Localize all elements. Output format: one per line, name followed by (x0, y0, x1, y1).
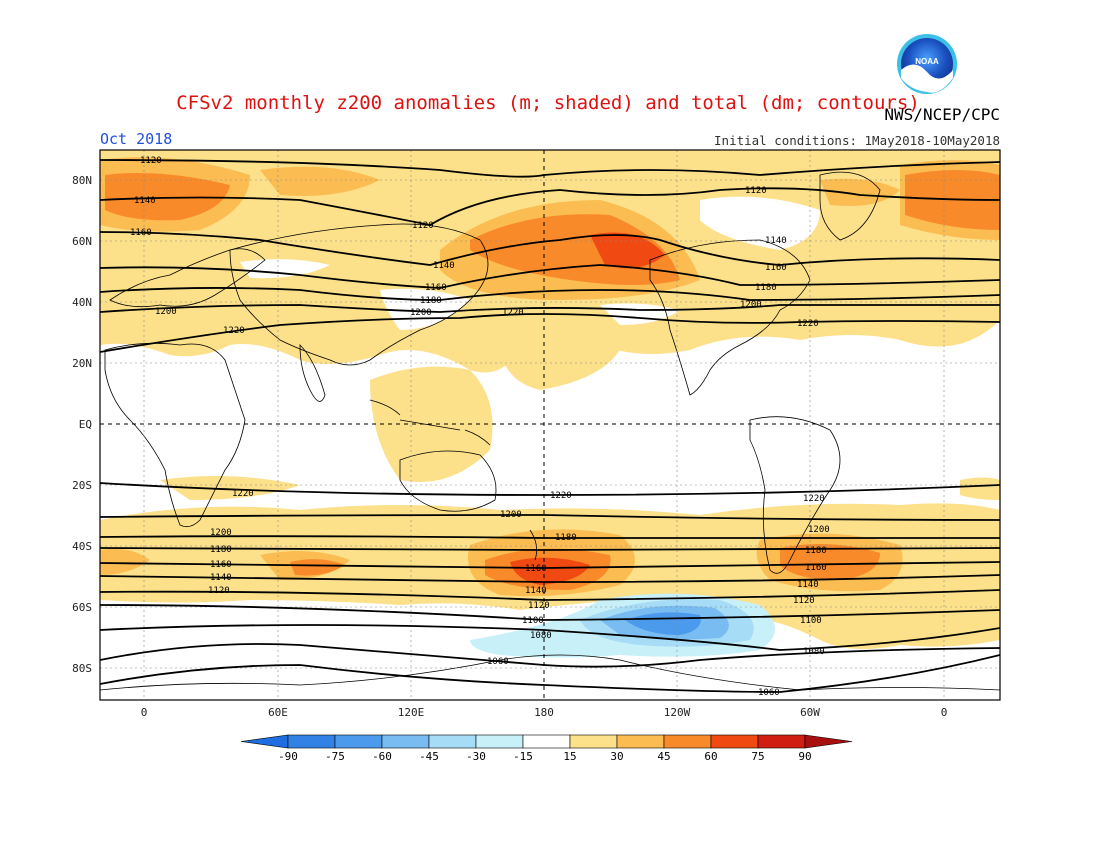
height-contours (100, 159, 1000, 693)
contour-label: 1160 (805, 563, 827, 573)
lon-label: 120W (664, 706, 691, 719)
colorbar-label: -45 (419, 750, 439, 763)
lat-label: 60N (72, 235, 92, 248)
lat-label: 40S (72, 540, 92, 553)
lon-label: 60W (800, 706, 820, 719)
contour-label: 1140 (797, 580, 819, 590)
contour-label: 1120 (793, 596, 815, 606)
colorbar-swatch (569, 734, 618, 749)
contour-label: 1120 (208, 586, 230, 596)
colorbar-swatch (287, 734, 336, 749)
colorbar-label: -90 (278, 750, 298, 763)
lon-label: 180 (534, 706, 554, 719)
contour-label: 1160 (130, 228, 152, 238)
colorbar-arrow-min (240, 734, 289, 749)
contour-label: 1180 (420, 296, 442, 306)
noaa-logo: NOAA (897, 34, 957, 94)
lat-label: 80N (72, 174, 92, 187)
contour-label: 1140 (525, 586, 547, 596)
colorbar-label: -75 (325, 750, 345, 763)
colorbar-label: 90 (798, 750, 811, 763)
agency-label: NWS/NCEP/CPC (884, 105, 1000, 124)
lon-label: 60E (268, 706, 288, 719)
colorbar-arrow-max (804, 734, 853, 749)
colorbar-label: 15 (563, 750, 576, 763)
contour-label: 1220 (502, 308, 524, 318)
colorbar-swatch (522, 734, 571, 749)
noaa-logo-text: NOAA (915, 57, 939, 66)
colorbar-label: -30 (466, 750, 486, 763)
anomaly-shading (100, 150, 1000, 658)
contour-label: 1100 (800, 616, 822, 626)
contour-label: 1120 (140, 156, 162, 166)
contour-label: 1220 (797, 319, 819, 329)
lat-label: 20N (72, 357, 92, 370)
contour-label: 1220 (803, 494, 825, 504)
contour-label: 1160 (210, 560, 232, 570)
contour-label: 1160 (765, 263, 787, 273)
contour-label: 1180 (755, 283, 777, 293)
lat-label: 60S (72, 601, 92, 614)
contour-label: 1060 (758, 688, 780, 698)
contour-label: 1080 (530, 631, 552, 641)
lon-label: 0 (941, 706, 948, 719)
contour-label: 1120 (745, 186, 767, 196)
forecast-month: Oct 2018 (100, 130, 172, 148)
lat-label: 80S (72, 662, 92, 675)
contour-label: 1180 (805, 546, 827, 556)
lat-label: 20S (72, 479, 92, 492)
colorbar-swatch (475, 734, 524, 749)
colorbar-swatch (334, 734, 383, 749)
contour-label: 1080 (803, 647, 825, 657)
contour-label: 1160 (425, 283, 447, 293)
colorbar-label: -15 (513, 750, 533, 763)
contour-label: 1140 (433, 261, 455, 271)
contour-label: 1180 (555, 533, 577, 543)
colorbar-swatch (381, 734, 430, 749)
colorbar-swatch (616, 734, 665, 749)
colorbar-swatch (663, 734, 712, 749)
contour-label: 1140 (134, 196, 156, 206)
contour-label: 1100 (522, 616, 544, 626)
contour-label: 1220 (550, 491, 572, 501)
contour-labels: 1120 1140 1160 1120 1140 1160 1180 1200 … (130, 156, 830, 698)
contour-label: 1120 (528, 601, 550, 611)
colorbar-swatch (428, 734, 477, 749)
colorbar-label: 30 (610, 750, 623, 763)
map-panel: 1120 1140 1160 1120 1140 1160 1180 1200 … (100, 150, 1000, 700)
contour-label: 1140 (210, 573, 232, 583)
graticule (100, 150, 1000, 700)
coastlines (100, 171, 1000, 691)
initial-conditions: Initial conditions: 1May2018-10May2018 (714, 133, 1000, 148)
longitude-axis: 0 60E 120E 180 120W 60W 0 (141, 706, 948, 719)
contour-label: 1160 (525, 564, 547, 574)
contour-label: 1200 (155, 307, 177, 317)
figure-title: CFSv2 monthly z200 anomalies (m; shaded)… (176, 92, 920, 114)
contour-label: 1120 (412, 221, 434, 231)
contour-label: 1220 (232, 489, 254, 499)
contour-label: 1200 (808, 525, 830, 535)
contour-label: 1200 (210, 528, 232, 538)
lon-label: 0 (141, 706, 148, 719)
colorbar-label: -60 (372, 750, 392, 763)
lat-label: EQ (79, 418, 92, 431)
colorbar-swatch (710, 734, 759, 749)
map-frame (99, 149, 1001, 701)
colorbar-swatch (757, 734, 806, 749)
contour-label: 1200 (500, 510, 522, 520)
contour-label: 1220 (223, 326, 245, 336)
colorbar-label: 45 (657, 750, 670, 763)
colorbar-label: 75 (751, 750, 764, 763)
contour-label: 1200 (740, 300, 762, 310)
contour-label: 1140 (765, 236, 787, 246)
latitude-axis: 80N 60N 40N 20N EQ 20S 40S 60S 80S (72, 174, 92, 675)
contour-label: 1180 (210, 545, 232, 555)
lon-label: 120E (398, 706, 425, 719)
contour-label: 1200 (410, 308, 432, 318)
colorbar-label: 60 (704, 750, 717, 763)
colorbar: -90 -75 -60 -45 -30 -15 15 30 45 60 75 90 (240, 734, 853, 763)
lat-label: 40N (72, 296, 92, 309)
contour-label: 1060 (487, 657, 509, 667)
